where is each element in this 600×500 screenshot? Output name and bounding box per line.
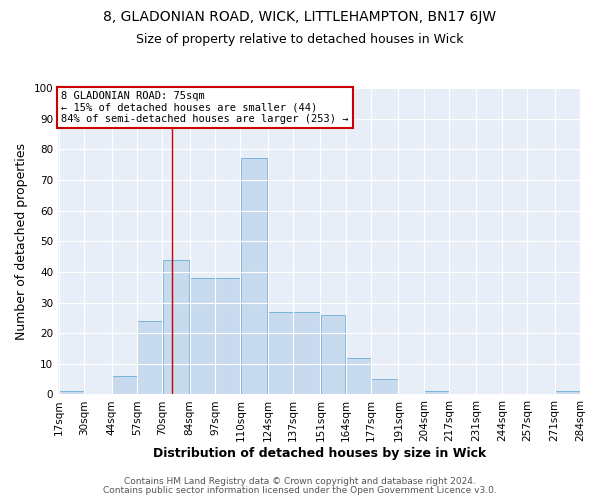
Bar [137, 321, 162, 394]
Bar [241, 158, 268, 394]
Text: Contains public sector information licensed under the Open Government Licence v3: Contains public sector information licen… [103, 486, 497, 495]
Bar [293, 312, 320, 394]
Text: Size of property relative to detached houses in Wick: Size of property relative to detached ho… [136, 32, 464, 46]
Bar [424, 392, 449, 394]
Title: 8, GLADONIAN ROAD, WICK, LITTLEHAMPTON, BN17 6JW: 8, GLADONIAN ROAD, WICK, LITTLEHAMPTON, … [0, 499, 1, 500]
Y-axis label: Number of detached properties: Number of detached properties [15, 142, 28, 340]
Bar [346, 358, 371, 395]
Bar [215, 278, 240, 394]
Bar [371, 379, 398, 394]
X-axis label: Distribution of detached houses by size in Wick: Distribution of detached houses by size … [153, 447, 486, 460]
Bar [59, 392, 84, 394]
Text: 8 GLADONIAN ROAD: 75sqm
← 15% of detached houses are smaller (44)
84% of semi-de: 8 GLADONIAN ROAD: 75sqm ← 15% of detache… [61, 91, 349, 124]
Bar [190, 278, 215, 394]
Text: Contains HM Land Registry data © Crown copyright and database right 2024.: Contains HM Land Registry data © Crown c… [124, 477, 476, 486]
Bar [321, 315, 346, 394]
Text: 8, GLADONIAN ROAD, WICK, LITTLEHAMPTON, BN17 6JW: 8, GLADONIAN ROAD, WICK, LITTLEHAMPTON, … [103, 10, 497, 24]
Bar [555, 392, 580, 394]
Bar [112, 376, 137, 394]
Bar [163, 260, 190, 394]
Bar [268, 312, 293, 394]
